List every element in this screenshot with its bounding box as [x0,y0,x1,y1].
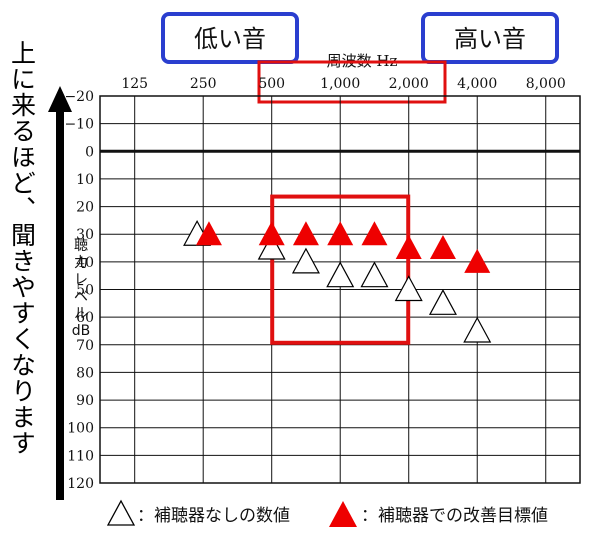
filled-triangle-marker [258,221,285,246]
y-tick-label: 80 [76,365,94,381]
x-tick-label: 500 [258,76,285,92]
filled-triangle-marker [195,221,222,246]
y-axis-label-part: 聴 [74,238,88,254]
y-axis-label-part: レ [74,272,88,288]
x-tick-label: 125 [121,76,148,92]
y-tick-label: 50 [76,283,94,299]
filled-triangle-marker [292,221,319,246]
y-tick-label: −20 [64,89,94,105]
y-tick-label: 110 [67,448,94,464]
open-triangle-marker [291,247,320,274]
highlight-region-box [270,194,411,345]
up-arrow-icon [48,86,72,112]
filled-triangle-marker [464,248,491,273]
high-tone-box: 高い音 [421,12,559,64]
plot-frame [99,95,581,484]
y-axis-label-part: ル [74,306,88,322]
legend-filled-label: ：補聴器での改善目標値 [361,506,548,526]
y-tick-label: 0 [85,144,94,160]
open-triangle-marker [257,233,286,260]
filled-triangle-marker [395,235,422,260]
y-axis-label-part: dB [72,323,91,339]
legend: ：補聴器なしの数値 ：補聴器での改善目標値 [106,499,548,527]
legend-open-triangle-icon [106,499,136,526]
low-tone-box: 低い音 [161,12,299,64]
y-tick-label: 20 [76,200,94,216]
legend-open-label: ：補聴器なしの数値 [137,506,290,526]
y-tick-label: 30 [76,227,94,243]
legend-filled-triangle-icon [329,501,357,527]
x-tick-label: 250 [190,76,217,92]
tick-label-highlight-box [257,60,447,104]
open-triangle-marker [394,275,423,302]
x-tick-label: 1,000 [320,76,360,92]
high-tone-label: 高い音 [454,25,526,53]
y-tick-label: 90 [76,393,94,409]
filled-triangle-marker [429,235,456,260]
y-tick-labels: −20 −10 0 10 20 30 40 50 60 70 80 90 100 110 120 [64,89,94,492]
x-tick-label: 2,000 [389,76,429,92]
x-tick-labels: 125 250 500 1,000 2,000 4,000 8,000 [121,76,565,92]
grid [99,95,581,484]
x-tick-label: 8,000 [526,76,566,92]
y-axis-label-part: 力 [74,255,88,271]
y-tick-label: 100 [67,421,94,437]
y-tick-label: 40 [76,255,94,271]
filled-triangle-marker [327,221,354,246]
y-tick-label: 60 [76,310,94,326]
y-tick-label: 70 [76,338,94,354]
open-triangle-marker [326,261,355,288]
open-triangle-marker [428,289,457,315]
filled-triangle-marker [361,221,388,246]
y-axis-label-part: ベ [74,289,88,305]
x-tick-label: 4,000 [457,76,497,92]
open-triangle-marker [360,261,389,288]
side-caption: 上に来るほど、聞きやすくなります [8,40,72,500]
y-tick-label: −10 [64,117,94,133]
y-tick-label: 10 [76,172,94,188]
side-vertical-text: 上に来るほど、聞きやすくなります [8,40,37,456]
low-tone-label: 低い音 [194,25,266,53]
data-markers [183,219,492,343]
open-triangle-marker [463,316,492,343]
y-tick-label: 120 [67,476,94,492]
